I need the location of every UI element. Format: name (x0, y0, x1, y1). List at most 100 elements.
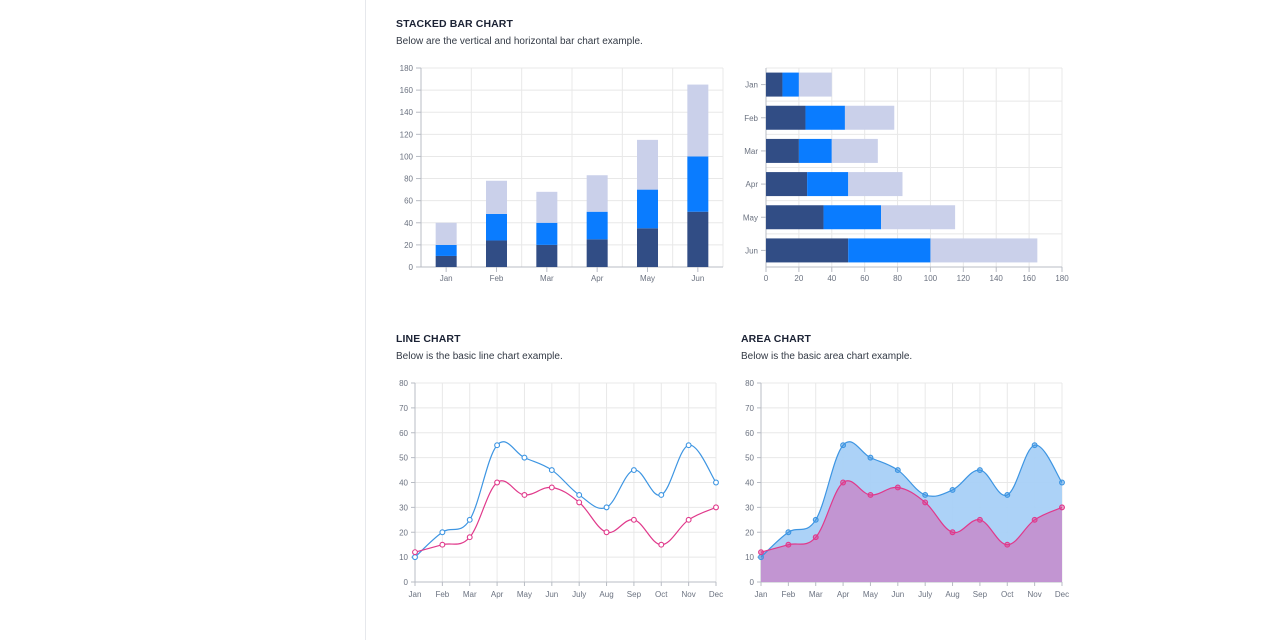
y-tick-label: 60 (399, 429, 408, 438)
bar-segment (881, 205, 956, 230)
data-point (630, 467, 637, 474)
x-tick-label: Jan (755, 590, 768, 599)
y-tick-label: Apr (746, 180, 759, 189)
line-section-title: LINE CHART (396, 333, 461, 345)
x-tick-label: Apr (837, 590, 850, 599)
data-point (867, 491, 874, 498)
area-section-subtitle: Below is the basic area chart example. (741, 351, 913, 362)
y-tick-label: 40 (404, 219, 413, 228)
bar-segment (586, 239, 608, 267)
y-tick-label: 50 (399, 454, 408, 463)
bar-segment (848, 172, 903, 197)
data-point (976, 516, 983, 523)
x-tick-label: Jan (409, 590, 422, 599)
data-point (658, 491, 665, 498)
y-tick-label: 70 (745, 404, 754, 413)
y-tick-label: 80 (399, 379, 408, 388)
data-point (894, 484, 901, 491)
x-tick-label: Mar (463, 590, 477, 599)
y-tick-label: 20 (399, 528, 408, 537)
y-tick-label: 10 (745, 553, 754, 562)
data-point (412, 549, 418, 556)
data-point (439, 541, 446, 548)
data-point (922, 499, 929, 506)
x-tick-label: Jun (545, 590, 558, 599)
data-point (576, 499, 583, 506)
x-tick-label: Apr (491, 590, 504, 599)
x-tick-label: Oct (655, 590, 668, 599)
x-tick-label: July (572, 590, 586, 599)
data-point (867, 454, 874, 461)
x-tick-label: 0 (764, 274, 769, 283)
x-tick-label: Dec (1055, 590, 1069, 599)
data-point (949, 487, 956, 493)
x-tick-label: Nov (1028, 590, 1042, 599)
series-line (760, 441, 1063, 558)
y-tick-label: 0 (409, 263, 414, 272)
data-point (812, 534, 819, 541)
x-tick-label: Apr (591, 274, 604, 283)
data-point (685, 442, 692, 449)
y-tick-label: 0 (750, 578, 755, 587)
bar-segment (586, 211, 608, 240)
bar-segment (807, 172, 849, 197)
data-point (785, 529, 792, 536)
data-point (630, 516, 637, 523)
y-tick-label: 70 (399, 404, 408, 413)
bar-segment (586, 175, 608, 212)
y-tick-label: 140 (400, 108, 414, 117)
data-point (1031, 442, 1038, 449)
x-tick-label: Mar (540, 274, 554, 283)
bar-segment (930, 238, 1038, 263)
bar-segment (798, 138, 832, 163)
y-tick-label: 50 (745, 454, 754, 463)
data-point (658, 541, 665, 548)
y-tick-label: May (743, 213, 758, 222)
bar-segment (435, 244, 457, 256)
data-point (1004, 491, 1011, 498)
bar-segment (766, 138, 799, 163)
bar-segment (435, 255, 457, 267)
x-tick-label: Nov (682, 590, 696, 599)
x-tick-label: Mar (809, 590, 823, 599)
y-tick-label: 20 (404, 241, 413, 250)
bar-segment (823, 205, 882, 230)
y-tick-label: 30 (745, 503, 754, 512)
data-point (1059, 504, 1065, 511)
x-tick-label: Sep (627, 590, 642, 599)
x-tick-label: 180 (1055, 274, 1069, 283)
x-tick-label: July (918, 590, 932, 599)
bar-segment (831, 138, 878, 163)
y-tick-label: 120 (400, 130, 414, 139)
bar-segment (766, 72, 783, 97)
y-tick-label: 100 (400, 152, 414, 161)
stacked-bar-section-subtitle: Below are the vertical and horizontal ba… (396, 36, 643, 47)
x-tick-label: 20 (794, 274, 803, 283)
data-point (840, 442, 847, 449)
y-tick-label: 180 (400, 64, 414, 73)
y-tick-label: 40 (745, 479, 754, 488)
x-tick-label: 160 (1022, 274, 1036, 283)
data-point (1059, 479, 1065, 486)
x-tick-label: Feb (435, 590, 449, 599)
y-tick-label: 60 (745, 429, 754, 438)
y-tick-label: Jan (745, 81, 758, 90)
data-point (494, 479, 501, 486)
data-point (685, 516, 692, 523)
x-tick-label: May (517, 590, 532, 599)
y-tick-label: 0 (404, 578, 409, 587)
x-tick-label: Feb (490, 274, 504, 283)
x-tick-label: Jan (440, 274, 453, 283)
bar-segment (486, 180, 507, 214)
bar-segment (766, 105, 806, 130)
bar-segment (805, 105, 845, 130)
x-tick-label: Dec (709, 590, 723, 599)
x-tick-label: Jun (891, 590, 904, 599)
data-point (576, 491, 583, 498)
y-tick-label: 40 (399, 479, 408, 488)
y-tick-label: Mar (744, 147, 758, 156)
bar-segment (536, 244, 558, 267)
x-tick-label: 80 (893, 274, 902, 283)
